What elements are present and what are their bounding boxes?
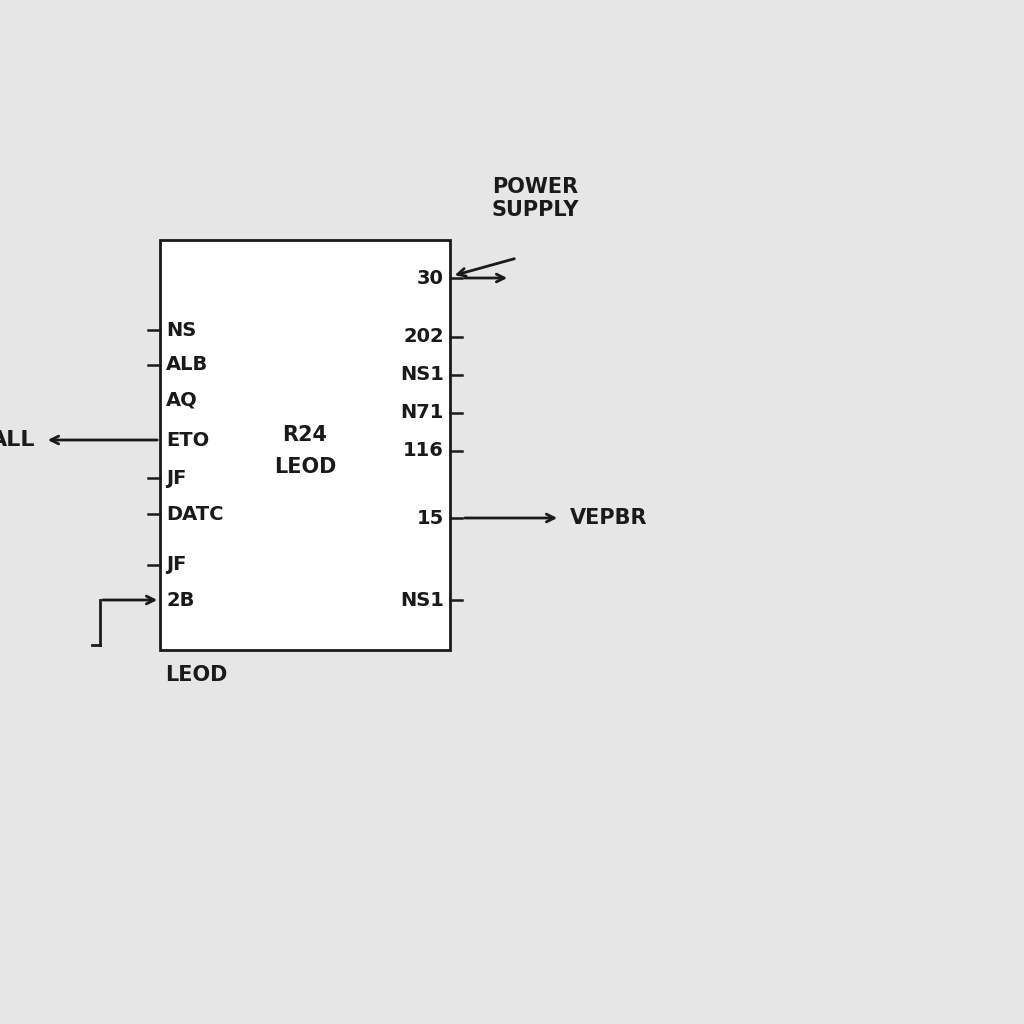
Text: 30: 30 bbox=[417, 268, 444, 288]
Text: ALL: ALL bbox=[0, 430, 35, 450]
Text: N71: N71 bbox=[400, 403, 444, 423]
Text: 15: 15 bbox=[417, 509, 444, 527]
Text: DATC: DATC bbox=[166, 505, 223, 523]
Text: 116: 116 bbox=[403, 441, 444, 461]
Text: ETO: ETO bbox=[166, 430, 209, 450]
Text: LEOD: LEOD bbox=[273, 457, 336, 477]
Text: 2B: 2B bbox=[166, 591, 195, 609]
Bar bbox=[160, 240, 450, 650]
Text: LEOD: LEOD bbox=[165, 665, 227, 685]
Text: NS: NS bbox=[166, 321, 197, 340]
Text: R24: R24 bbox=[283, 425, 328, 445]
Text: NS1: NS1 bbox=[400, 591, 444, 609]
Text: JF: JF bbox=[166, 469, 186, 487]
Text: POWER
SUPPLY: POWER SUPPLY bbox=[492, 177, 579, 220]
Text: ALB: ALB bbox=[166, 355, 208, 375]
Text: AQ: AQ bbox=[166, 390, 198, 410]
Text: JF: JF bbox=[166, 555, 186, 574]
Text: VEPBR: VEPBR bbox=[570, 508, 647, 528]
Text: 202: 202 bbox=[403, 328, 444, 346]
Text: NS1: NS1 bbox=[400, 366, 444, 384]
